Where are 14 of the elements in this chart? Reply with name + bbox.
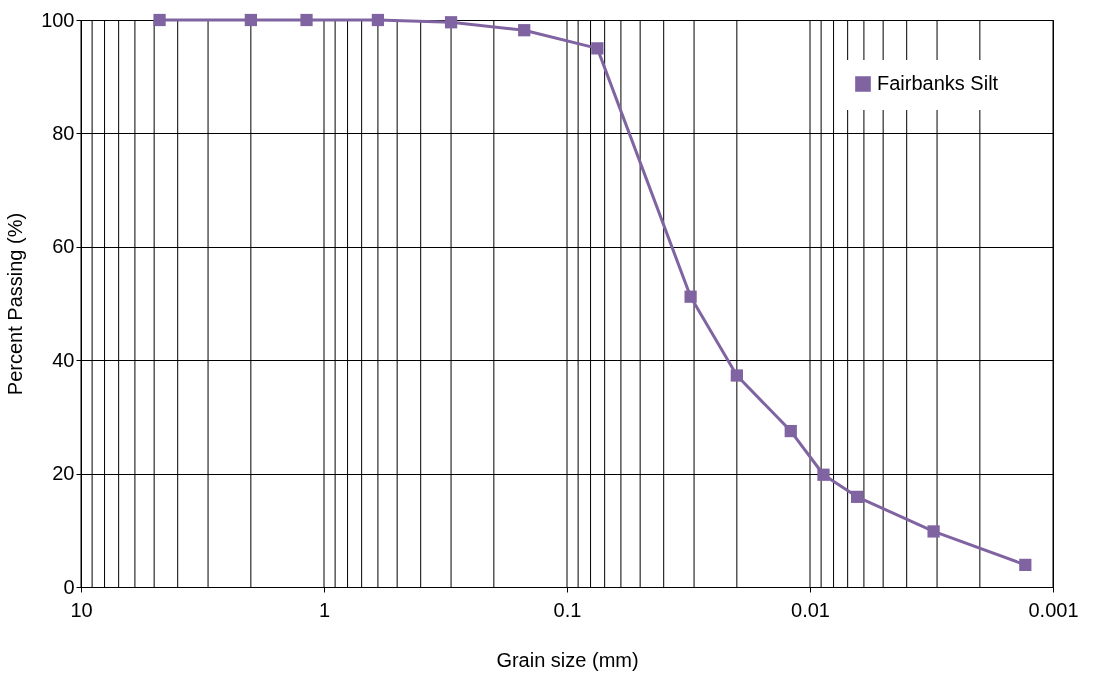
y-tick-label: 60 (52, 235, 75, 258)
x-tick-label: 1 (318, 598, 331, 621)
y-tick-label: 80 (52, 121, 75, 144)
y-tick-label: 100 (41, 8, 75, 31)
x-tick-label: 0.1 (553, 598, 582, 621)
y-tick-label: 20 (52, 462, 75, 485)
x-tick-label: 0.001 (1028, 598, 1079, 621)
y-axis-title: Percent Passing (%) (4, 212, 27, 396)
y-tick-label: 0 (63, 575, 75, 598)
x-tick-label: 0.01 (791, 598, 830, 621)
x-axis-title: Grain size (mm) (496, 648, 639, 671)
legend-label: Fairbanks Silt (877, 72, 999, 94)
x-tick-label: 10 (70, 598, 93, 621)
y-tick-label: 40 (52, 348, 75, 371)
